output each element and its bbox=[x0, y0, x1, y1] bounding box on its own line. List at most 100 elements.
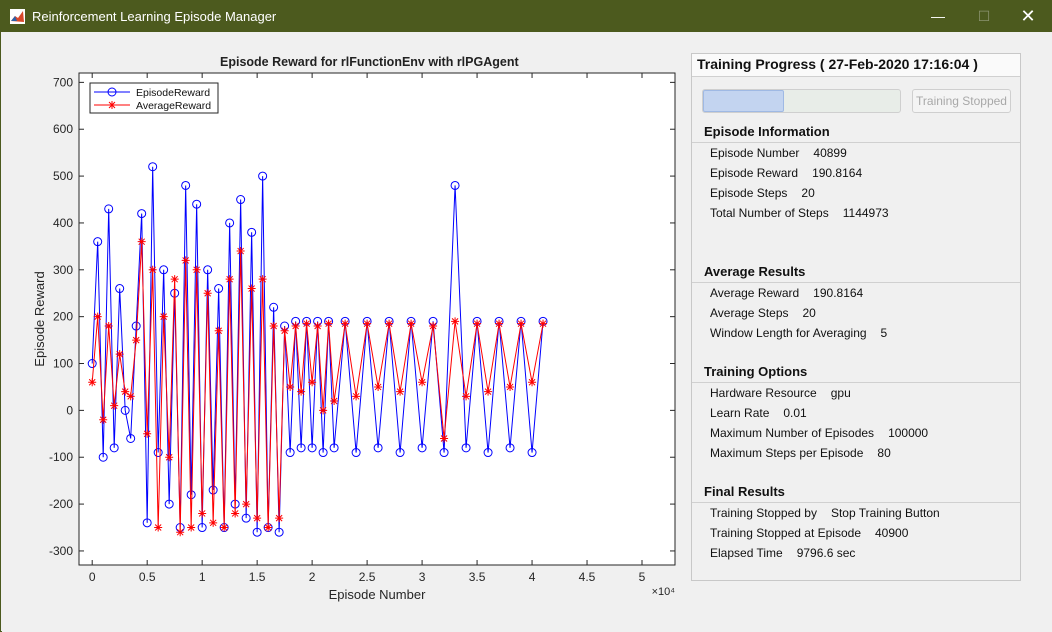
data-point-averagereward bbox=[473, 319, 482, 328]
data-point-averagereward bbox=[99, 415, 108, 424]
data-point-averagereward bbox=[247, 284, 256, 293]
training-stopped-button[interactable]: Training Stopped bbox=[912, 89, 1011, 113]
data-point-episodereward bbox=[351, 448, 361, 458]
data-point-episodereward bbox=[269, 302, 279, 312]
data-point-averagereward bbox=[341, 319, 350, 328]
minimize-button[interactable]: — bbox=[931, 8, 945, 24]
y-tick-label: 0 bbox=[66, 403, 73, 417]
data-point-averagereward bbox=[495, 319, 504, 328]
data-point-averagereward bbox=[352, 392, 361, 401]
info-label: Episode Number bbox=[710, 146, 800, 160]
data-point-averagereward bbox=[291, 322, 300, 331]
y-tick-label: 600 bbox=[53, 122, 73, 136]
y-tick-label: 700 bbox=[53, 75, 73, 89]
info-row: Total Number of Steps 1144973 bbox=[710, 206, 889, 220]
episode-reward-chart[interactable]: 0 0.5 1 1.5 2 2.5 3 3.5 4 4.5 5 -300 -200 -100 0 100 200… bbox=[2, 32, 690, 632]
info-label: Maximum Steps per Episode bbox=[710, 446, 864, 460]
data-point-averagereward bbox=[242, 500, 251, 509]
data-point-averagereward bbox=[517, 319, 526, 328]
data-point-averagereward bbox=[115, 350, 124, 359]
legend-marker-star bbox=[108, 101, 116, 109]
info-value: 20 bbox=[801, 186, 815, 200]
data-point-episodereward bbox=[164, 499, 174, 509]
data-point-episodereward bbox=[461, 443, 471, 453]
data-point-averagereward bbox=[126, 392, 135, 401]
data-point-episodereward bbox=[439, 448, 449, 458]
data-point-averagereward bbox=[148, 265, 157, 274]
data-point-averagereward bbox=[154, 523, 163, 532]
data-point-episodereward bbox=[214, 284, 224, 294]
data-point-averagereward bbox=[176, 528, 185, 537]
data-point-averagereward bbox=[539, 319, 548, 328]
data-point-episodereward bbox=[296, 443, 306, 453]
data-point-averagereward bbox=[418, 378, 427, 387]
title-bar[interactable]: Reinforcement Learning Episode Manager —… bbox=[1, 1, 1051, 32]
x-tick-label: 5 bbox=[639, 570, 646, 584]
plot-area[interactable] bbox=[78, 72, 676, 566]
data-point-episodereward bbox=[285, 448, 295, 458]
data-point-episodereward bbox=[318, 448, 328, 458]
section-title: Average Results bbox=[704, 264, 806, 279]
close-button[interactable]: ✕ bbox=[1020, 6, 1036, 26]
info-value: 0.01 bbox=[783, 406, 807, 420]
data-point-episodereward bbox=[395, 448, 405, 458]
data-point-averagereward bbox=[429, 322, 438, 331]
data-point-episodereward bbox=[274, 527, 284, 537]
x-tick-label: 3.5 bbox=[469, 570, 486, 584]
data-point-episodereward bbox=[247, 227, 257, 237]
data-point-averagereward bbox=[181, 256, 190, 265]
data-point-episodereward bbox=[104, 204, 114, 214]
data-point-episodereward bbox=[181, 180, 191, 190]
x-tick-label: 0.5 bbox=[139, 570, 156, 584]
data-point-episodereward bbox=[131, 321, 141, 331]
info-value: 40899 bbox=[813, 146, 847, 160]
data-point-episodereward bbox=[192, 199, 202, 209]
data-point-episodereward bbox=[258, 171, 268, 181]
training-progress-panel: Training Progress ( 27-Feb-2020 17:16:04… bbox=[691, 53, 1021, 581]
data-point-averagereward bbox=[220, 523, 229, 532]
legend-label: AverageReward bbox=[136, 100, 211, 112]
y-tick-label: 100 bbox=[53, 357, 73, 371]
info-row: Training Stopped by Stop Training Button bbox=[710, 506, 940, 520]
data-point-averagereward bbox=[280, 326, 289, 335]
info-row: Training Stopped at Episode 40900 bbox=[710, 526, 908, 540]
data-point-episodereward bbox=[417, 443, 427, 453]
data-point-averagereward bbox=[143, 429, 152, 438]
info-value: 100000 bbox=[888, 426, 929, 440]
data-point-averagereward bbox=[484, 387, 493, 396]
data-point-averagereward bbox=[374, 382, 383, 391]
data-point-episodereward bbox=[186, 490, 196, 500]
x-tick-label: 2 bbox=[309, 570, 316, 584]
panel-header: Training Progress ( 27-Feb-2020 17:16:04… bbox=[692, 54, 1020, 77]
info-row: Window Length for Averaging 5 bbox=[710, 326, 887, 340]
data-point-averagereward bbox=[286, 382, 295, 391]
data-point-episodereward bbox=[142, 518, 152, 528]
data-point-episodereward bbox=[236, 195, 246, 205]
y-axis-label: Episode Reward bbox=[32, 271, 47, 366]
maximize-button[interactable]: ☐ bbox=[977, 8, 991, 24]
data-point-averagereward bbox=[269, 322, 278, 331]
data-point-episodereward bbox=[208, 485, 218, 495]
training-progress-title: Training Progress ( 27-Feb-2020 17:16:04… bbox=[697, 56, 978, 72]
training-progress-fill bbox=[703, 90, 784, 112]
info-row: Elapsed Time 9796.6 sec bbox=[710, 546, 855, 560]
data-point-averagereward bbox=[137, 237, 146, 246]
data-point-averagereward bbox=[159, 312, 168, 321]
data-point-averagereward bbox=[93, 312, 102, 321]
y-tick-label: 500 bbox=[53, 169, 73, 183]
data-point-averagereward bbox=[506, 382, 515, 391]
info-value: 190.8164 bbox=[812, 166, 863, 180]
data-point-averagereward bbox=[110, 401, 119, 410]
info-label: Window Length for Averaging bbox=[710, 326, 867, 340]
data-point-averagereward bbox=[88, 378, 97, 387]
x-tick-label: 0 bbox=[89, 570, 96, 584]
data-point-averagereward bbox=[132, 336, 141, 345]
x-tick-label: 1.5 bbox=[249, 570, 266, 584]
data-point-averagereward bbox=[264, 523, 273, 532]
data-point-averagereward bbox=[165, 453, 174, 462]
data-point-averagereward bbox=[319, 406, 328, 415]
y-tick-label: 400 bbox=[53, 216, 73, 230]
info-label: Total Number of Steps bbox=[710, 206, 829, 220]
matlab-logo-icon bbox=[10, 9, 25, 24]
data-point-episodereward bbox=[109, 443, 119, 453]
